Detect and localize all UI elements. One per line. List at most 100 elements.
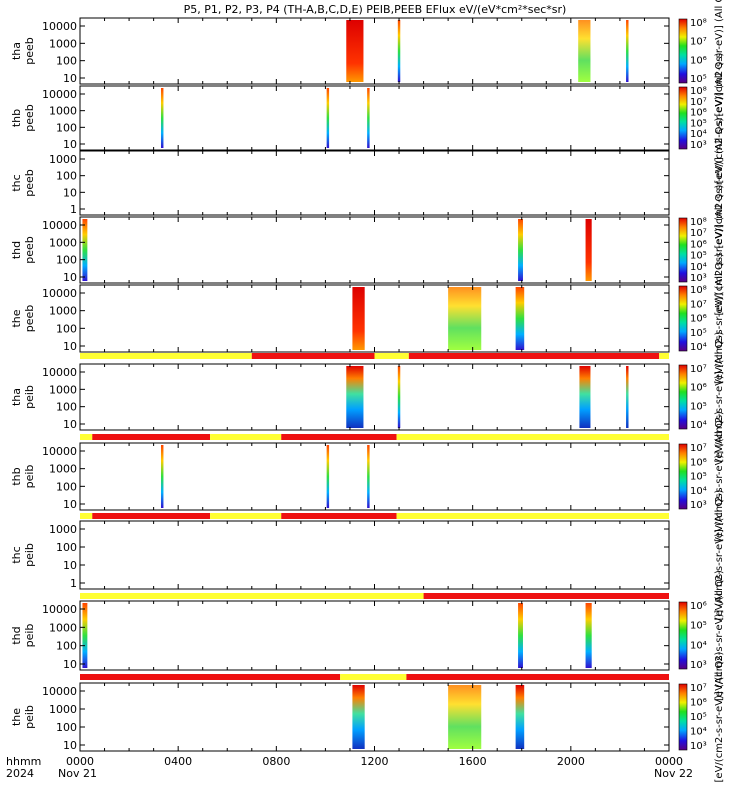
x-tick-label: 0000: [655, 755, 683, 768]
panel-probe-label: thb: [10, 109, 23, 127]
spectrogram-burst: [352, 287, 365, 350]
spectrogram-burst: [367, 88, 370, 148]
x-tick-label: 0000: [66, 755, 94, 768]
x-tick-label: 0800: [262, 755, 290, 768]
y-tick-label: 10000: [42, 445, 77, 458]
quality-segment-yellow: [80, 353, 252, 359]
panel-background: [80, 18, 669, 84]
colorbar: [678, 217, 688, 283]
colorbar-tick-label: 10⁶: [690, 698, 707, 709]
spectrogram-burst: [585, 603, 592, 668]
colorbar-tick-label: 10⁷: [690, 97, 707, 108]
panel-probe-label: tha: [10, 388, 23, 406]
colorbar-tick-label: 10⁷: [690, 364, 707, 375]
x-tick-label: 1600: [459, 755, 487, 768]
y-tick-label: 1: [70, 577, 77, 590]
spectrogram-burst: [579, 366, 591, 428]
y-tick-label: 100: [56, 322, 77, 335]
panel-background: [80, 86, 669, 150]
quality-segment-red: [80, 674, 341, 680]
colorbar-tick-label: 10⁷: [690, 683, 707, 694]
colorbar-tick-label: 10⁴: [690, 262, 707, 273]
colorbar: [678, 683, 688, 751]
colorbar-tick-label: 10⁷: [690, 228, 707, 239]
colorbar-tick-label: 10³: [690, 741, 707, 752]
y-tick-label: 1000: [49, 305, 77, 318]
spectrogram-burst: [518, 603, 523, 668]
colorbar-tick-label: 10⁴: [690, 420, 707, 431]
y-tick-label: 10000: [42, 603, 77, 616]
panel-thc_peeb: 1000 100 10 1 thc peeb [eV/(cm2-s-sr-eV)] (All…: [10, 117, 725, 248]
quality-segment-yellow: [396, 434, 669, 440]
panel-background: [80, 443, 669, 510]
spectrogram-burst: [518, 219, 523, 281]
y-tick-label: 100: [56, 254, 77, 267]
colorbar: [678, 364, 688, 430]
spectrogram-burst: [160, 88, 164, 148]
spectrogram-burst: [626, 20, 629, 82]
y-tick-label: 1000: [49, 153, 77, 166]
panel-tha_peib: 10000 1000 100 10 tha peib 10⁷ 10⁶ 10⁵ 10⁴ [eV/(cm…: [10, 331, 725, 462]
y-tick-label: 10: [63, 72, 77, 85]
spectrogram-burst: [626, 366, 629, 428]
y-tick-label: 10000: [42, 287, 77, 300]
colorbar-tick-label: 10⁴: [690, 640, 707, 651]
panel-background: [80, 285, 669, 352]
y-tick-label: 10: [63, 186, 77, 199]
colorbar: [678, 443, 688, 510]
y-tick-label: 10: [63, 559, 77, 572]
quality-segment-yellow: [80, 513, 93, 519]
time-axis: 0000 0400 0800 1200 1600 2000 0000: [66, 755, 683, 768]
colorbar-label: [eV/(cm2-s-sr-eV)] (All Qs): [714, 651, 725, 782]
quality-segment-red: [281, 513, 397, 519]
panel-instrument-label: peeb: [23, 236, 36, 264]
colorbar-tick-label: 10³: [690, 660, 707, 671]
spectrogram-burst: [585, 219, 592, 281]
panel-instrument-label: peib: [23, 385, 36, 409]
colorbar-tick-label: 10³: [690, 140, 707, 151]
start-date-label: Nov 21: [58, 767, 97, 780]
colorbar-label: [eV/(cm2-s-sr-eV)] (All Qs): [714, 489, 725, 620]
panel-instrument-label: peib: [23, 624, 36, 648]
colorbar-tick-label: 10⁵: [690, 472, 707, 483]
panel-probe-label: thd: [10, 241, 23, 259]
quality-segment-yellow: [210, 513, 282, 519]
colorbar-label: [eV/(cm2-s-sr-eV)] (All Qs): [714, 331, 725, 462]
colorbar-tick-label: 10⁸: [690, 217, 707, 228]
y-tick-label: 1000: [49, 383, 77, 396]
quality-bar: [80, 353, 669, 359]
panel-background: [80, 601, 669, 670]
colorbar-tick-label: 10⁶: [690, 383, 707, 394]
colorbar-tick-label: 10⁵: [690, 251, 707, 262]
colorbar-tick-label: 10⁴: [690, 342, 707, 353]
panel-instrument-label: peib: [23, 543, 36, 567]
colorbar-tick-label: 10⁷: [690, 37, 707, 48]
y-tick-label: 10: [63, 271, 77, 284]
quality-segment-yellow: [374, 353, 409, 359]
quality-segment-yellow: [210, 434, 282, 440]
x-tick-label: 1200: [361, 755, 389, 768]
y-tick-label: 100: [56, 55, 77, 68]
quality-bar: [80, 434, 669, 440]
panel-background: [80, 521, 669, 589]
y-tick-label: 10: [63, 739, 77, 752]
y-tick-label: 1000: [49, 236, 77, 249]
colorbar-label: [eV/(cm2-s-sr-eV)] (All Qs): [714, 0, 725, 116]
x-tick-label: 2000: [557, 755, 585, 768]
colorbar-tick-label: 10⁴: [690, 727, 707, 738]
colorbar-label: [eV/(cm2-s-sr-eV)] (All Qs): [714, 117, 725, 248]
colorbar-tick-label: 10⁵: [690, 328, 707, 339]
quality-segment-red: [92, 434, 211, 440]
panel-instrument-label: peeb: [23, 104, 36, 132]
colorbar-tick-label: 10⁵: [690, 401, 707, 412]
colorbar-tick-label: 10⁵: [690, 74, 707, 85]
colorbar-tick-label: 10⁵: [690, 621, 707, 632]
panel-probe-label: tha: [10, 42, 23, 60]
quality-segment-yellow: [80, 434, 93, 440]
quality-segment-red: [281, 434, 397, 440]
